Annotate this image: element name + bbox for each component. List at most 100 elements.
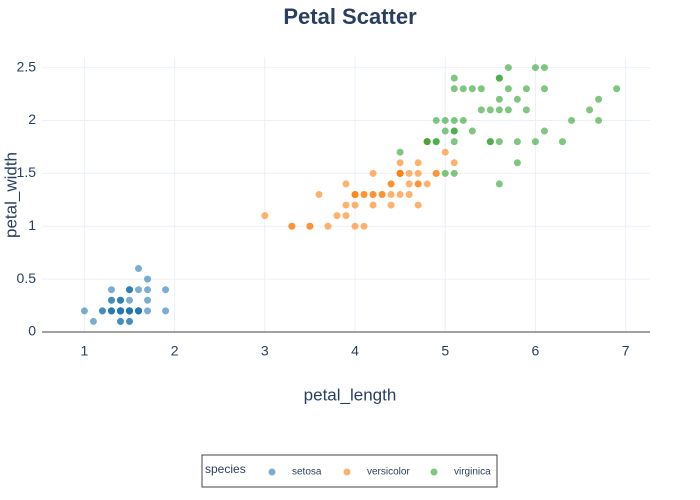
point	[513, 159, 521, 167]
point	[369, 201, 377, 209]
point	[414, 159, 422, 167]
point	[450, 74, 458, 82]
point	[468, 127, 476, 135]
point	[126, 296, 134, 304]
point	[144, 275, 152, 283]
point	[468, 85, 476, 93]
x-tick-label: 4	[351, 343, 359, 359]
x-tick-label: 1	[80, 343, 88, 359]
point	[360, 222, 368, 230]
chart-title: Petal Scatter	[283, 4, 417, 29]
point	[450, 127, 458, 135]
point	[486, 138, 494, 146]
point	[450, 138, 458, 146]
legend-marker	[268, 468, 276, 476]
point	[405, 180, 413, 188]
point	[107, 296, 115, 304]
point	[405, 169, 413, 177]
x-tick-label: 7	[622, 343, 630, 359]
point	[261, 212, 269, 220]
point	[414, 201, 422, 209]
point	[144, 296, 152, 304]
legend-marker	[343, 468, 351, 476]
point	[441, 127, 449, 135]
point	[396, 191, 404, 198]
point	[531, 64, 539, 72]
point	[441, 116, 449, 124]
point	[450, 169, 458, 177]
point	[116, 296, 124, 304]
point	[432, 116, 440, 124]
point	[540, 64, 548, 72]
point	[477, 85, 485, 93]
legend-label: setosa	[292, 467, 322, 478]
point	[387, 191, 395, 198]
point	[342, 180, 350, 188]
point	[387, 201, 395, 209]
y-tick-label: 2	[28, 111, 36, 127]
point	[450, 85, 458, 93]
point	[540, 85, 548, 93]
point	[116, 307, 124, 315]
point	[369, 191, 377, 198]
legend-label: versicolor	[367, 467, 410, 478]
point	[568, 116, 576, 124]
point	[387, 180, 395, 188]
point	[441, 148, 449, 156]
point	[414, 169, 422, 177]
point	[540, 127, 548, 135]
point	[135, 286, 143, 294]
y-tick-label: 1.5	[17, 164, 37, 180]
point	[595, 116, 603, 124]
point	[423, 138, 431, 146]
point	[351, 222, 359, 230]
point	[613, 85, 621, 93]
point	[288, 222, 296, 230]
legend-label: virginica	[454, 467, 491, 478]
point	[432, 169, 440, 177]
x-axis-title: petal_length	[304, 385, 397, 404]
point	[405, 191, 413, 198]
point	[396, 148, 404, 156]
point	[441, 169, 449, 177]
point	[107, 286, 115, 294]
point	[459, 85, 467, 93]
point	[144, 307, 152, 315]
legend-marker	[430, 468, 438, 476]
point	[369, 169, 377, 177]
point	[342, 212, 350, 220]
point	[162, 307, 170, 315]
x-tick-label: 2	[171, 343, 179, 359]
point	[595, 95, 603, 103]
point	[144, 286, 152, 294]
point	[586, 106, 594, 114]
point	[486, 106, 494, 114]
point	[495, 95, 503, 103]
point	[432, 138, 440, 146]
y-tick-label: 0	[28, 323, 36, 339]
point	[513, 138, 521, 146]
point	[495, 180, 503, 188]
point	[396, 169, 404, 177]
point	[531, 138, 539, 146]
point	[495, 74, 503, 82]
point	[360, 191, 368, 198]
point	[513, 95, 521, 103]
legend-title: species	[205, 462, 246, 476]
y-tick-label: 2.5	[17, 58, 37, 74]
point	[98, 307, 106, 315]
point	[495, 138, 503, 146]
point	[342, 201, 350, 209]
x-tick-label: 5	[441, 343, 449, 359]
point	[504, 85, 512, 93]
point	[414, 180, 422, 188]
point	[126, 307, 134, 315]
point	[396, 159, 404, 167]
point	[126, 286, 134, 294]
point	[495, 106, 503, 114]
point	[89, 317, 97, 325]
point	[477, 106, 485, 114]
point	[504, 64, 512, 72]
point	[135, 265, 143, 273]
